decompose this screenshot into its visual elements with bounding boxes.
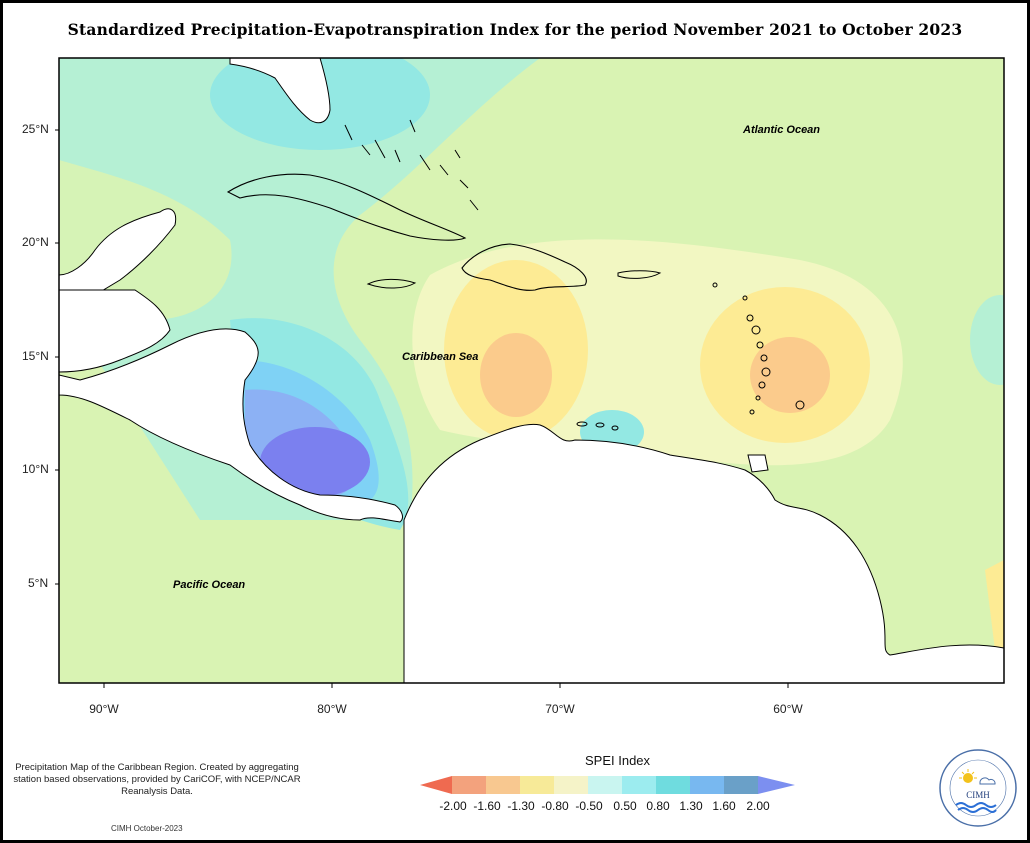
sun-icon (963, 773, 973, 783)
credit-line: CIMH October-2023 (111, 824, 183, 833)
land-mexico (59, 208, 177, 293)
lon-label-70w: 70°W (545, 702, 575, 716)
legend-arrow-right (758, 776, 795, 794)
label-atlantic-ocean: Atlantic Ocean (743, 124, 821, 136)
legend-title: SPEI Index (585, 753, 651, 768)
legend-tick: 1.60 (712, 799, 736, 813)
legend-tick: 2.00 (746, 799, 770, 813)
lon-label-80w: 80°W (317, 702, 347, 716)
lat-label-25n: 25°N (22, 122, 49, 136)
lat-label-5n: 5°N (28, 576, 49, 590)
legend-tick: -2.00 (439, 799, 467, 813)
land-hispaniola (461, 243, 587, 291)
land-central-america (59, 328, 403, 523)
map-border (58, 57, 1005, 684)
land-south-america (403, 423, 1004, 683)
legend-swatch (622, 776, 656, 794)
land-puerto-rico (617, 270, 662, 279)
map-ticks (55, 129, 789, 688)
source-note: Precipitation Map of the Caribbean Regio… (13, 762, 301, 797)
label-caribbean-sea: Caribbean Sea (402, 351, 479, 363)
spei-field-se-dry (985, 560, 1004, 650)
map-title: Standardized Precipitation-Evapotranspir… (67, 20, 963, 39)
spei-field-ca-wet-4 (260, 427, 370, 497)
legend-swatch (588, 776, 622, 794)
spei-field-dry-west-core (480, 333, 552, 417)
legend-swatch (690, 776, 724, 794)
legend-tick: 1.30 (679, 799, 703, 813)
legend-tick-labels: -2.00 -1.60 -1.30 -0.80 -0.50 0.50 0.80 … (436, 799, 786, 815)
legend-colorbar (420, 776, 795, 794)
logo-text: CIMH (966, 790, 990, 800)
land-jamaica (366, 278, 417, 289)
legend-swatch (520, 776, 554, 794)
land-cuba (226, 173, 467, 241)
lat-label-15n: 15°N (22, 349, 49, 363)
legend-swatch (724, 776, 758, 794)
land-trinidad (747, 454, 769, 473)
legend-tick: -1.60 (473, 799, 501, 813)
land-lesser-antilles (712, 282, 805, 415)
legend-tick: 0.50 (613, 799, 637, 813)
spei-field-dry-east-core (750, 337, 830, 413)
lon-label-90w: 90°W (89, 702, 119, 716)
legend-swatch (452, 776, 486, 794)
legend-swatch (554, 776, 588, 794)
land-bahamas (344, 119, 479, 211)
legend-tick: -0.50 (575, 799, 603, 813)
legend-tick: -0.80 (541, 799, 569, 813)
legend-tick: 0.80 (646, 799, 670, 813)
land-florida (229, 58, 331, 124)
lat-label-10n: 10°N (22, 462, 49, 476)
legend-arrow-left (420, 776, 452, 794)
land-yucatan (59, 289, 171, 373)
cimh-logo: CIMH (939, 749, 1017, 827)
legend-swatch (486, 776, 520, 794)
legend-tick: -1.30 (507, 799, 535, 813)
legend-swatch (656, 776, 690, 794)
lat-label-20n: 20°N (22, 235, 49, 249)
label-pacific-ocean: Pacific Ocean (173, 579, 246, 591)
waves-icon (955, 802, 997, 813)
lon-label-60w: 60°W (773, 702, 803, 716)
cloud-icon (979, 777, 996, 785)
spei-field-atlantic-east-wet (970, 295, 1004, 385)
land-abc-islands (576, 421, 619, 431)
